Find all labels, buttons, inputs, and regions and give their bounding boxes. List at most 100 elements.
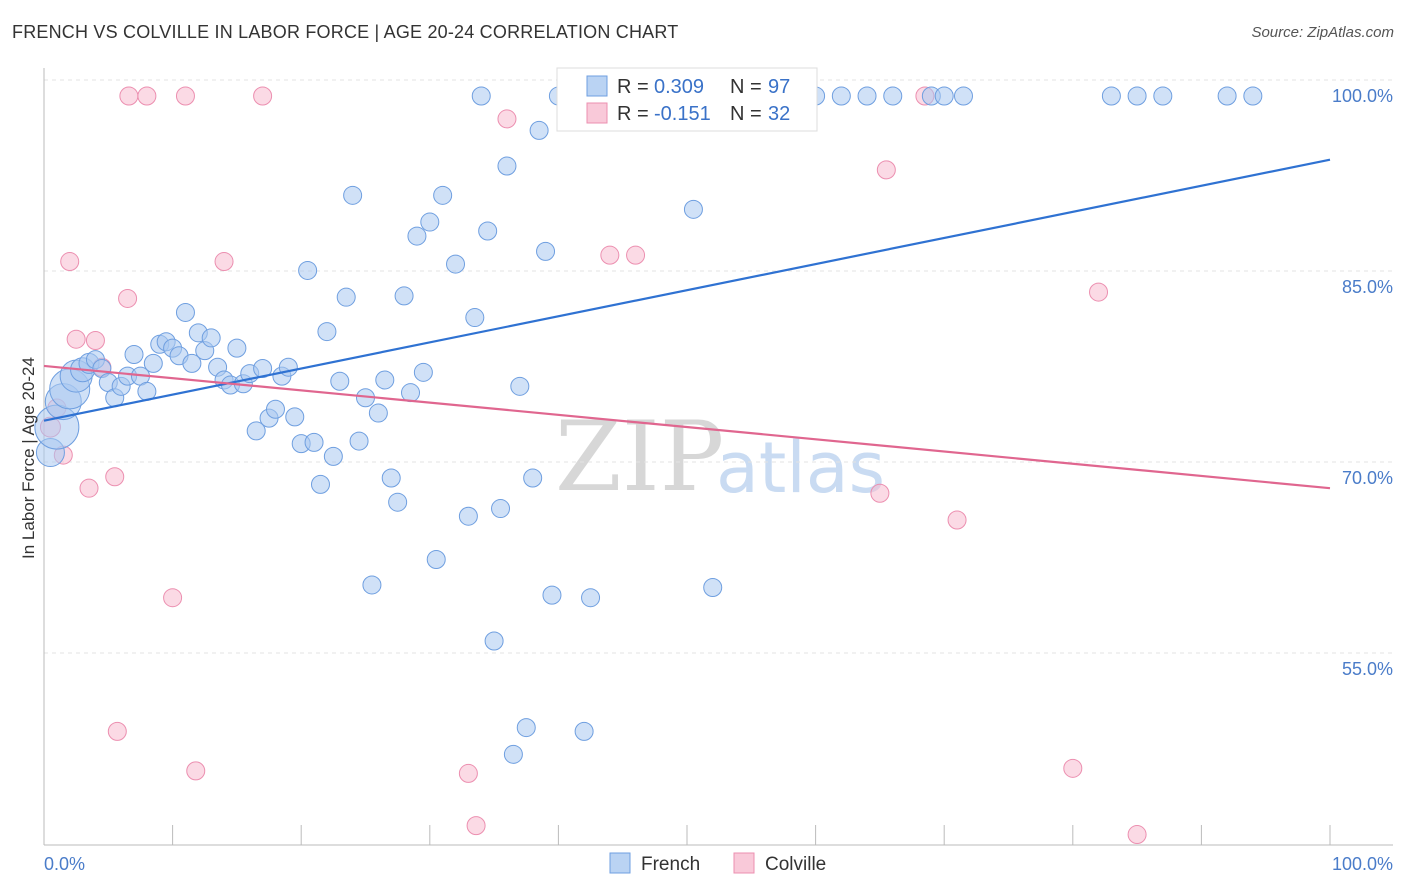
french-point xyxy=(458,506,478,526)
french-point xyxy=(536,241,556,261)
french-point xyxy=(529,120,549,140)
french-point xyxy=(413,362,433,382)
french-point xyxy=(478,221,498,241)
french-point xyxy=(1153,86,1173,106)
french-point xyxy=(304,432,324,452)
y-tick-labels: 100.0% 85.0% 70.0% 55.0% xyxy=(1332,86,1393,679)
legend-swatch-colville xyxy=(586,102,608,124)
legend-r-value-colville: -0.151 xyxy=(654,103,711,125)
colville-point xyxy=(1063,758,1083,778)
colville-point xyxy=(214,252,234,272)
legend-r-label-french: R = xyxy=(617,76,649,98)
french-point xyxy=(420,212,440,232)
french-point xyxy=(1243,86,1263,106)
french-point xyxy=(503,744,523,764)
series-legend: French Colville xyxy=(609,852,826,875)
french-point xyxy=(491,499,511,519)
french-point xyxy=(253,358,273,378)
french-point xyxy=(581,588,601,608)
colville-point xyxy=(1089,282,1109,302)
legend-n-label-french: N = xyxy=(730,76,762,98)
french-point xyxy=(683,199,703,219)
colville-point xyxy=(466,816,486,836)
y-axis-title: In Labor Force | Age 20-24 xyxy=(19,357,38,559)
french-point xyxy=(265,399,285,419)
french-point xyxy=(497,156,517,176)
french-point xyxy=(323,446,343,466)
legend-swatch-french xyxy=(586,75,608,97)
french-point xyxy=(542,585,562,605)
french-point xyxy=(201,328,221,348)
french-point xyxy=(124,344,144,364)
chart-title: FRENCH VS COLVILLE IN LABOR FORCE | AGE … xyxy=(12,22,679,42)
colville-point xyxy=(458,763,478,783)
french-point xyxy=(426,549,446,569)
french-point xyxy=(336,287,356,307)
french-point xyxy=(1127,86,1147,106)
series-legend-swatch-colville xyxy=(733,852,755,874)
legend-r-label-colville: R = xyxy=(617,103,649,125)
watermark-atlas: atlas xyxy=(716,427,885,509)
colville-point xyxy=(85,330,105,350)
french-point xyxy=(394,286,414,306)
french-point xyxy=(703,578,723,598)
french-point xyxy=(175,302,195,322)
french-point xyxy=(368,403,388,423)
trend-lines xyxy=(43,158,1331,490)
colville-point xyxy=(253,86,273,106)
french-point xyxy=(574,721,594,741)
french-point xyxy=(330,371,350,391)
legend-n-value-colville: 32 xyxy=(768,103,790,125)
colville-point xyxy=(66,329,86,349)
stats-legend: R = 0.309 N = 97 R = -0.151 N = 32 xyxy=(556,67,818,132)
colville-trend-line xyxy=(43,364,1331,490)
colville-point xyxy=(118,288,138,308)
french-point xyxy=(953,86,973,106)
french-point xyxy=(433,185,453,205)
french-point xyxy=(471,86,491,106)
colville-point xyxy=(60,252,80,272)
colville-point xyxy=(876,160,896,180)
french-point xyxy=(1101,86,1121,106)
series-legend-swatch-french xyxy=(609,852,631,874)
french-point xyxy=(143,353,163,373)
series-legend-label-colville: Colville xyxy=(765,854,826,875)
french-point xyxy=(401,383,421,403)
colville-point xyxy=(1127,825,1147,845)
french-point xyxy=(381,468,401,488)
french-point xyxy=(246,421,266,441)
french-point xyxy=(278,357,298,377)
colville-point xyxy=(947,510,967,530)
colville-point xyxy=(626,245,646,265)
legend-n-label-colville: N = xyxy=(730,103,762,125)
source-label: Source: ZipAtlas.com xyxy=(1251,24,1394,41)
colville-point xyxy=(600,245,620,265)
colville-point xyxy=(105,467,125,487)
colville-point xyxy=(79,478,99,498)
french-point xyxy=(298,260,318,280)
french-point xyxy=(388,492,408,512)
french-point xyxy=(523,468,543,488)
french-point xyxy=(317,322,337,342)
colville-point xyxy=(137,86,157,106)
french-point xyxy=(883,86,903,106)
french-point xyxy=(1217,86,1237,106)
y-tick-label: 70.0% xyxy=(1342,468,1393,488)
colville-point xyxy=(870,483,890,503)
french-point xyxy=(362,575,382,595)
french-trend-line xyxy=(43,158,1331,422)
colville-point xyxy=(175,86,195,106)
french-point xyxy=(934,86,954,106)
french-point xyxy=(446,254,466,274)
colville-point xyxy=(163,588,183,608)
french-point xyxy=(227,338,247,358)
french-point xyxy=(857,86,877,106)
french-point xyxy=(343,185,363,205)
x-tick-label-max: 100.0% xyxy=(1332,854,1393,874)
french-point xyxy=(375,370,395,390)
french-point xyxy=(310,474,330,494)
french-point xyxy=(465,308,485,328)
y-tick-label: 85.0% xyxy=(1342,277,1393,297)
watermark-zip: ZIP xyxy=(555,401,724,513)
